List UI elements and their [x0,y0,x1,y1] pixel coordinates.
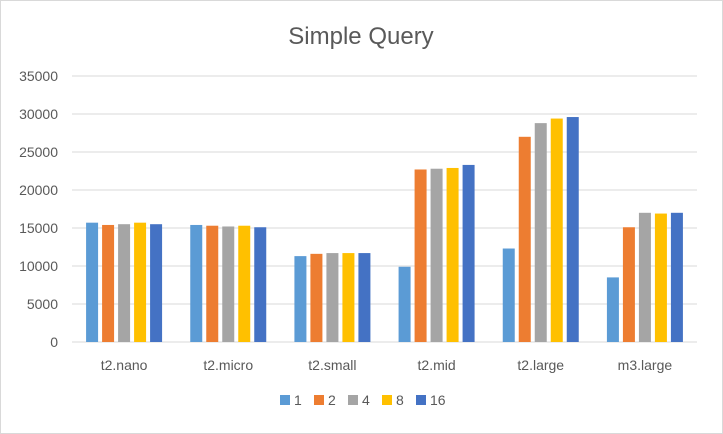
bar-t2.small-series-16 [358,253,371,342]
bar-m3.large-series-8 [654,213,667,342]
legend-swatch [416,395,426,405]
bar-t2.large-series-4 [534,123,547,343]
bar-t2.small-series-4 [326,253,339,342]
bar-t2.small-series-8 [342,253,355,342]
legend-swatch [348,395,358,405]
y-tick-label: 0 [50,334,58,350]
legend-swatch [280,395,290,405]
bar-t2.micro-series-1 [190,224,203,342]
bar-t2.large-series-2 [518,136,531,342]
y-tick-label: 15000 [19,220,58,236]
bar-t2.large-series-16 [566,117,579,342]
chart-title: Simple Query [288,23,433,50]
bars [86,117,683,343]
bar-t2.mid-series-1 [398,266,411,342]
x-tick-label: t2.micro [203,357,253,373]
bar-t2.nano-series-2 [102,224,115,342]
bar-t2.mid-series-16 [462,164,475,342]
bar-t2.mid-series-2 [414,169,427,342]
legend-label: 16 [430,392,446,408]
bar-t2.mid-series-4 [430,168,443,342]
y-tick-label: 5000 [27,296,58,312]
bar-m3.large-series-16 [670,212,683,342]
x-axis-ticks: t2.nano t2.micro t2.small t2.mid t2.large m3.… [101,357,673,373]
bar-t2.mid-series-8 [446,167,459,342]
bar-t2.nano-series-8 [134,222,147,342]
y-tick-label: 35000 [19,68,58,84]
legend-label: 1 [294,392,302,408]
bar-m3.large-series-2 [622,227,635,342]
bar-t2.nano-series-1 [86,222,99,342]
y-tick-label: 25000 [19,144,58,160]
legend-label: 8 [396,392,404,408]
bar-m3.large-series-4 [638,212,651,342]
bar-t2.micro-series-4 [222,226,235,342]
x-tick-label: t2.nano [101,357,148,373]
bar-t2.large-series-8 [550,118,563,342]
bar-t2.micro-series-8 [238,225,251,342]
gridlines [72,75,697,343]
bar-t2.micro-series-16 [254,227,267,342]
legend-label: 4 [362,392,370,408]
bar-t2.micro-series-2 [206,225,219,342]
x-tick-label: t2.small [308,357,356,373]
x-tick-label: t2.large [517,357,564,373]
y-tick-label: 20000 [19,182,58,198]
bar-t2.small-series-2 [310,253,323,342]
y-axis-ticks: 0 5000 10000 15000 20000 25000 30000 35000 [19,68,58,350]
y-tick-label: 30000 [19,106,58,122]
x-tick-label: t2.mid [418,357,456,373]
legend: 1 2 4 8 16 [280,392,446,408]
legend-label: 2 [328,392,336,408]
bar-t2.large-series-1 [502,248,515,342]
bar-t2.small-series-1 [294,256,307,342]
y-tick-label: 10000 [19,258,58,274]
bar-m3.large-series-1 [606,277,619,342]
bar-t2.nano-series-4 [118,224,131,342]
bar-t2.nano-series-16 [150,224,163,342]
x-tick-label: m3.large [618,357,673,373]
legend-swatch [314,395,324,405]
legend-swatch [382,395,392,405]
